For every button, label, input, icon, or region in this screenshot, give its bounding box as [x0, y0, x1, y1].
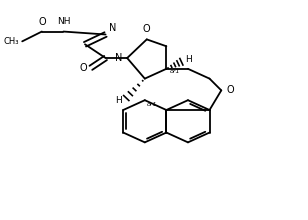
Text: NH: NH: [57, 17, 70, 26]
Text: CH₃: CH₃: [4, 37, 19, 46]
Text: O: O: [143, 24, 151, 35]
Text: H: H: [185, 55, 192, 64]
Text: H: H: [116, 96, 122, 105]
Text: N: N: [108, 22, 116, 33]
Text: O: O: [79, 63, 87, 73]
Text: or1: or1: [169, 69, 180, 74]
Text: O: O: [38, 17, 46, 27]
Text: N: N: [115, 53, 122, 63]
Text: O: O: [226, 85, 234, 95]
Text: or1: or1: [147, 102, 157, 107]
